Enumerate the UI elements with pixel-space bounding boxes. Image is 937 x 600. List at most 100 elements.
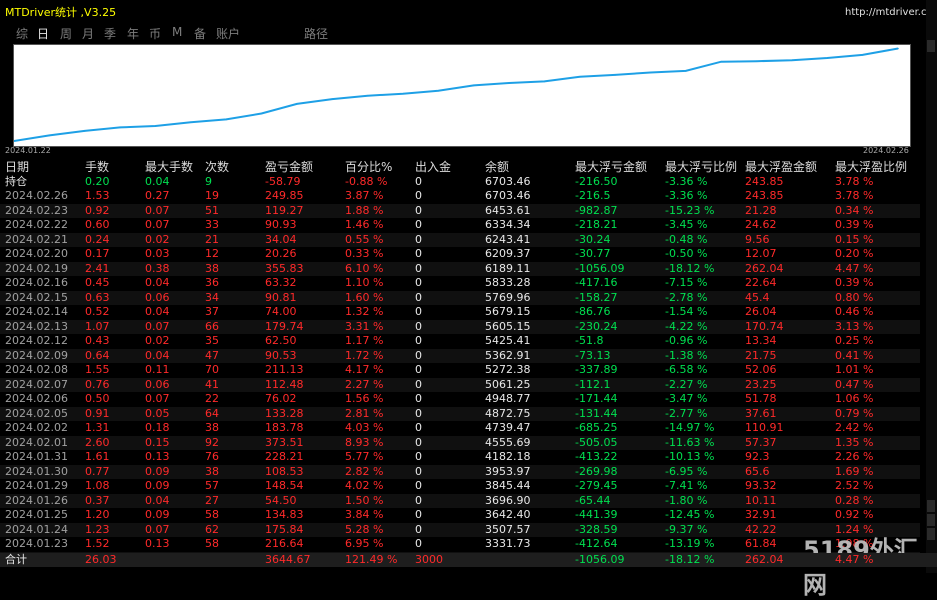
tab-5[interactable]: 年 bbox=[127, 27, 140, 41]
cell-col-7: 5679.15 bbox=[485, 305, 531, 318]
cell-col-3: 92 bbox=[205, 435, 219, 449]
table-row: 2024.02.06 0.50 0.07 22 76.02 1.56 % 0 4948.77 -… bbox=[0, 392, 920, 406]
website-link[interactable]: http://mtdriver.cn bbox=[845, 7, 933, 18]
cell-col-3: 12 bbox=[205, 247, 219, 260]
table-row: 2024.02.26 1.53 0.27 19 249.85 3.87 % 0 6703.46… bbox=[0, 189, 920, 203]
cell-col-5: 4.17 % bbox=[345, 363, 384, 376]
chart-x-start-label: 2024.01.22 bbox=[5, 146, 51, 155]
cell-col-0: 2024.01.25 bbox=[5, 508, 68, 521]
cell-col-1: 0.77 bbox=[85, 464, 110, 478]
scroll-button-bottom[interactable] bbox=[927, 528, 935, 540]
cell-col-7: 5272.38 bbox=[485, 363, 531, 376]
cell-col-9: -2.27 % bbox=[665, 377, 708, 391]
scroll-button-top[interactable] bbox=[927, 40, 935, 52]
tab-9[interactable]: 账户 bbox=[216, 27, 241, 41]
cell-col-9: -9.37 % bbox=[665, 522, 708, 536]
equity-point bbox=[685, 70, 687, 72]
cell-col-3: 19 bbox=[205, 189, 219, 202]
cell-col-2: 0.06 bbox=[145, 377, 170, 391]
cell-col-11: 最大浮盈比例 bbox=[835, 160, 908, 174]
cell-col-8: -86.76 bbox=[575, 305, 611, 318]
cell-col-7: 4739.47 bbox=[485, 421, 531, 434]
cell-col-8: -413.22 bbox=[575, 450, 618, 463]
equity-point bbox=[755, 60, 758, 62]
chart-x-end-label: 2024.02.26 bbox=[863, 146, 909, 155]
cell-col-2: 0.02 bbox=[145, 232, 170, 246]
cell-col-3: 76 bbox=[205, 450, 219, 463]
cell-col-0: 2024.01.30 bbox=[5, 464, 68, 478]
window-title: MTDriver统计 ,V3.25 bbox=[5, 6, 117, 19]
cell-col-11: 0.28 % bbox=[835, 493, 874, 507]
cell-col-6: 0 bbox=[415, 450, 422, 463]
cell-col-4: 355.83 bbox=[265, 261, 304, 275]
cell-col-10: 10.11 bbox=[745, 493, 777, 507]
cell-col-11: 1.01 % bbox=[835, 363, 874, 376]
cell-col-3: 70 bbox=[205, 363, 219, 376]
cell-col-4: 373.51 bbox=[265, 435, 304, 449]
cell-col-11: 0.41 % bbox=[835, 348, 874, 362]
tab-8[interactable]: 备 bbox=[194, 27, 207, 41]
tab-2[interactable]: 周 bbox=[60, 27, 73, 41]
cell-col-7: 6453.61 bbox=[485, 203, 531, 217]
equity-point bbox=[48, 134, 51, 137]
cell-col-9: -1.38 % bbox=[665, 348, 708, 362]
cell-col-8: -269.98 bbox=[575, 464, 618, 478]
cell-col-9: -3.47 % bbox=[665, 392, 708, 405]
tab-6[interactable]: 币 bbox=[149, 27, 162, 41]
cell-col-0: 2024.02.26 bbox=[5, 189, 68, 202]
cell-col-8: -441.39 bbox=[575, 508, 618, 521]
table-row: 2024.02.13 1.07 0.07 66 179.74 3.31 % 0 5605.15… bbox=[0, 319, 920, 334]
cell-col-0: 2024.02.08 bbox=[5, 363, 68, 376]
cell-col-7: 4555.69 bbox=[485, 435, 531, 449]
tab-10[interactable]: 路径 bbox=[304, 27, 329, 41]
cell-col-8: -505.05 bbox=[575, 435, 618, 449]
cell-col-9: -11.63 % bbox=[665, 435, 715, 449]
cell-col-2: 0.03 bbox=[145, 247, 170, 260]
tab-0[interactable]: 综 bbox=[16, 27, 29, 41]
tab-7[interactable]: M bbox=[172, 25, 183, 39]
cell-col-6: 0 bbox=[415, 508, 422, 521]
cell-col-9: -1.54 % bbox=[665, 305, 708, 318]
cell-col-11: 0.15 % bbox=[835, 232, 874, 246]
cell-col-3: 66 bbox=[205, 319, 219, 333]
cell-col-10: 12.07 bbox=[745, 247, 777, 260]
table-row: 2024.02.20 0.17 0.03 12 20.26 0.33 % 0 6209.37 -… bbox=[0, 247, 920, 261]
cell-col-11: 3.13 % bbox=[835, 319, 874, 333]
cell-col-1: 0.52 bbox=[85, 305, 110, 318]
cell-col-2: 0.07 bbox=[145, 203, 170, 217]
scroll-button-mid[interactable] bbox=[927, 500, 935, 512]
cell-col-9: -14.97 % bbox=[665, 421, 715, 434]
cell-col-6: 0 bbox=[415, 421, 422, 434]
cell-col-2: 0.11 bbox=[145, 363, 170, 376]
cell-col-6: 0 bbox=[415, 522, 422, 536]
cell-col-0: 2024.02.20 bbox=[5, 247, 68, 260]
cell-col-6: 0 bbox=[415, 493, 422, 507]
cell-col-1: 0.76 bbox=[85, 377, 110, 391]
cell-col-6: 0 bbox=[415, 348, 422, 362]
cell-col-5: 8.93 % bbox=[345, 435, 384, 449]
scroll-button-low[interactable] bbox=[927, 514, 935, 526]
equity-point bbox=[614, 74, 616, 76]
cell-col-6: 0 bbox=[415, 189, 422, 202]
equity-point bbox=[331, 98, 334, 100]
tab-4[interactable]: 季 bbox=[104, 27, 117, 41]
right-scrollbar[interactable] bbox=[926, 0, 937, 573]
cell-col-2: 0.04 bbox=[145, 276, 170, 289]
cell-col-8: -112.1 bbox=[575, 377, 611, 391]
cell-col-2: 0.27 bbox=[145, 189, 170, 202]
cell-col-5: 2.81 % bbox=[345, 406, 384, 420]
tab-1[interactable]: 日 bbox=[37, 27, 50, 41]
cell-col-10: 22.64 bbox=[745, 276, 777, 289]
equity-line bbox=[13, 47, 899, 142]
cell-col-9: -6.58 % bbox=[665, 363, 708, 376]
tab-3[interactable]: 月 bbox=[82, 27, 95, 41]
cell-col-3: 62 bbox=[205, 522, 219, 536]
cell-col-2: 0.09 bbox=[145, 508, 170, 521]
cell-col-10: 170.74 bbox=[745, 319, 784, 333]
equity-point bbox=[649, 71, 652, 74]
cell-col-11: 1.35 % bbox=[835, 435, 874, 449]
cell-col-10: 45.4 bbox=[745, 290, 770, 304]
cell-col-7: 6189.11 bbox=[485, 261, 531, 275]
cell-col-0: 2024.01.24 bbox=[5, 522, 68, 536]
cell-col-1: 2.41 bbox=[85, 261, 110, 275]
